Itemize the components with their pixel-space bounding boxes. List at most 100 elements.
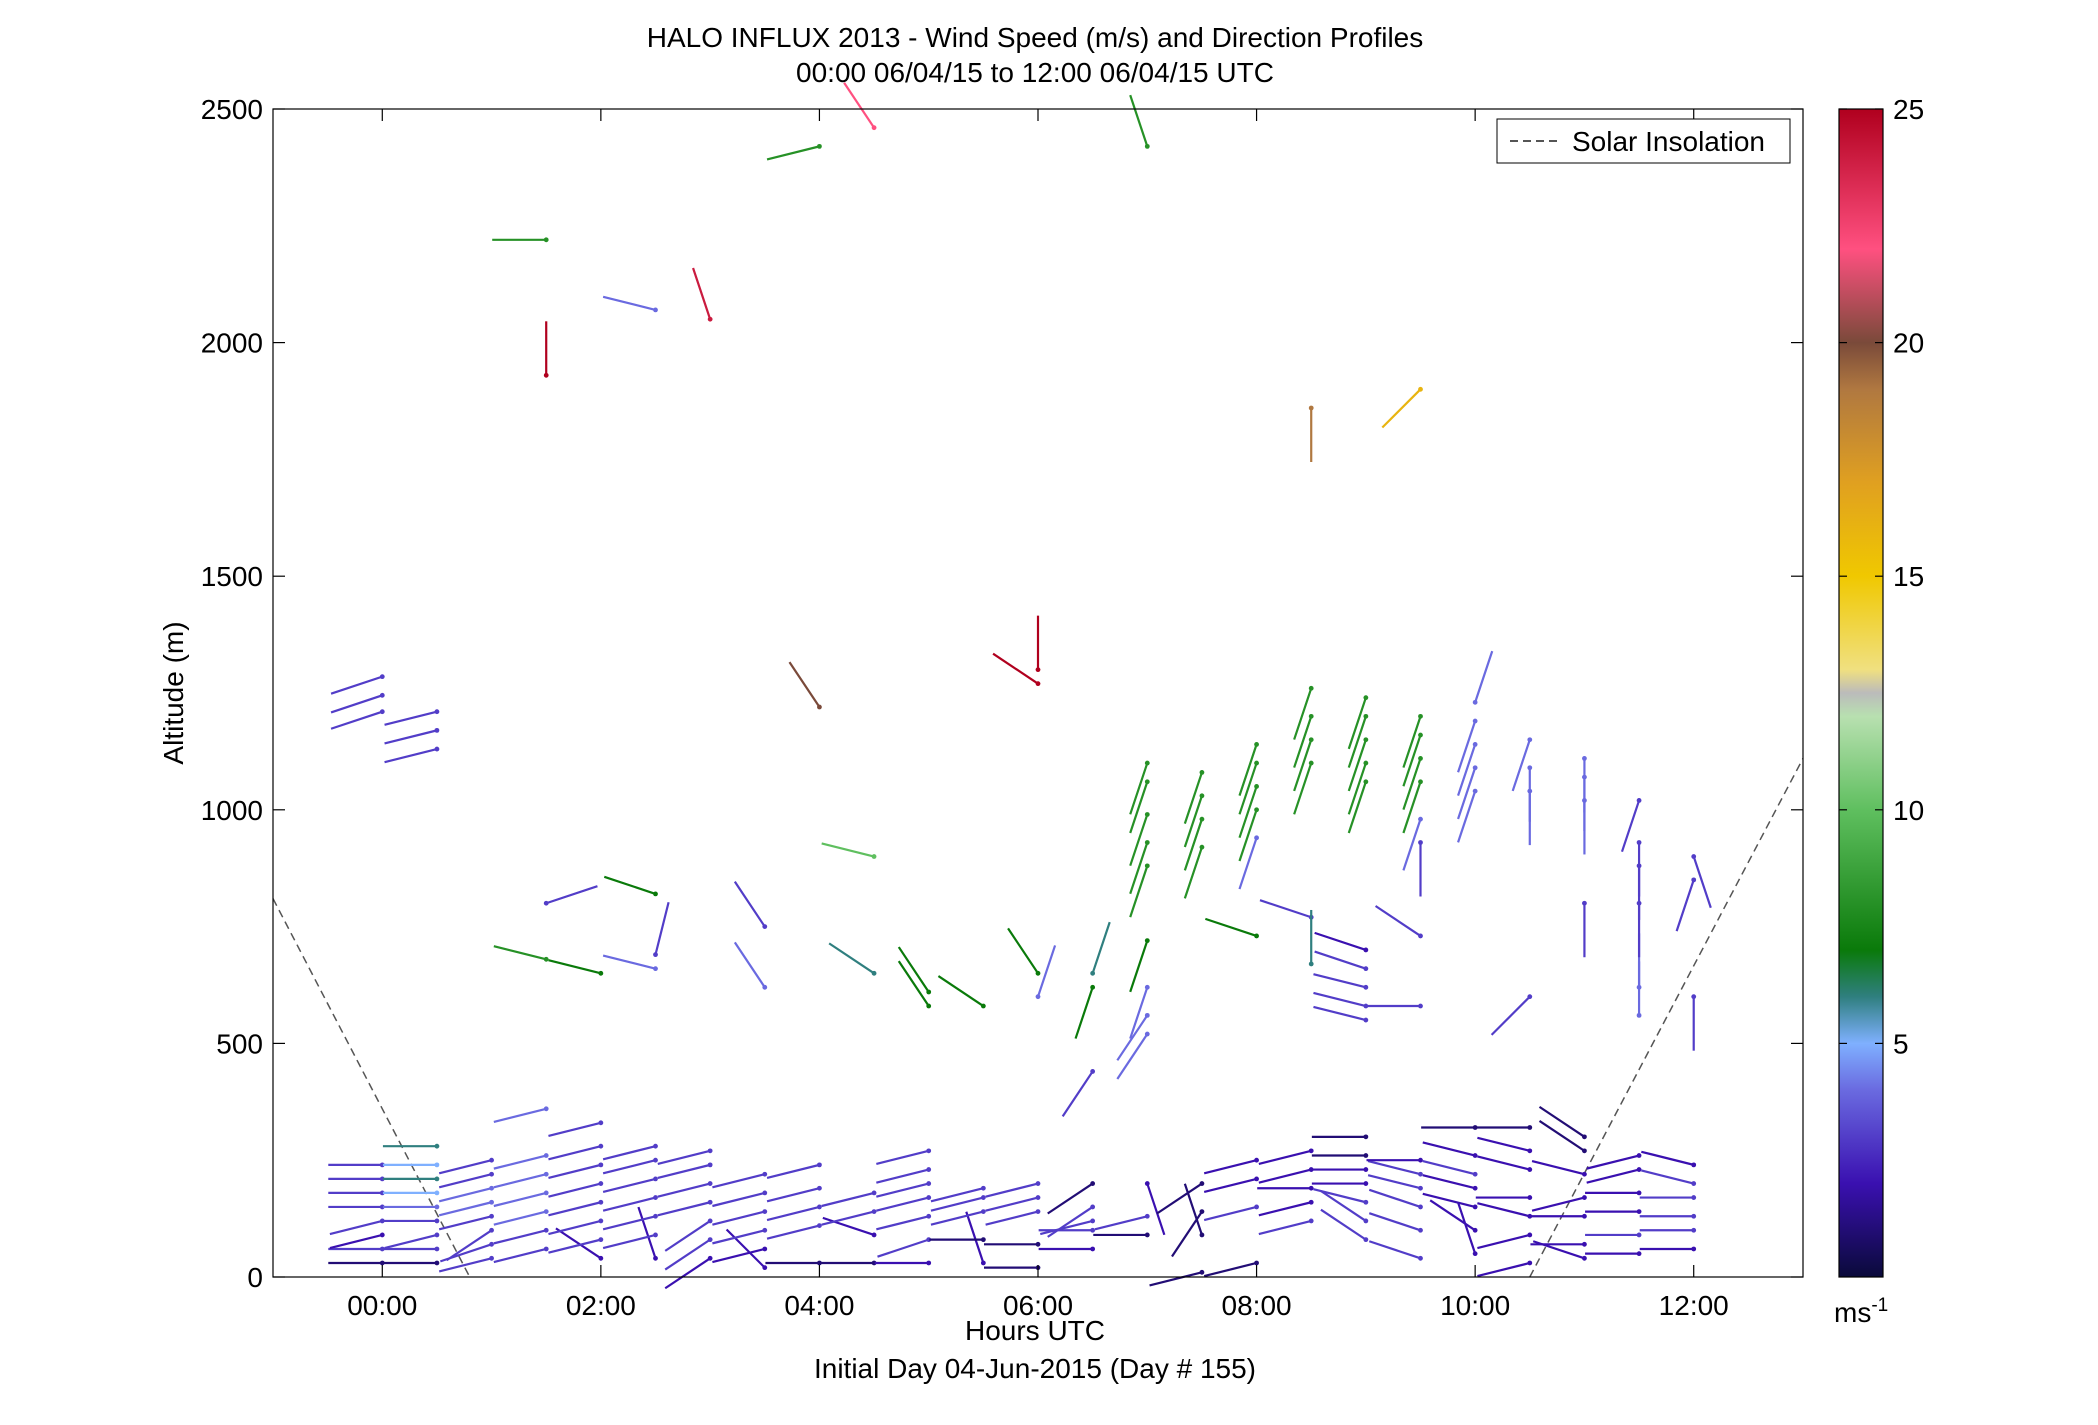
wind-vector <box>1477 1233 1531 1250</box>
solar-insolation-layer <box>272 758 1804 1278</box>
wind-vector-head <box>598 1237 604 1243</box>
wind-vector <box>930 1196 984 1212</box>
wind-vector <box>1238 837 1258 890</box>
wind-vector <box>493 945 547 961</box>
wind-vector-head <box>1636 798 1642 803</box>
wind-vector-head <box>598 1181 604 1186</box>
wind-vector-head <box>707 1162 713 1168</box>
wind-vector-head <box>1090 1218 1096 1224</box>
wind-vector <box>1183 818 1203 871</box>
wind-vector-head <box>434 1190 440 1196</box>
wind-vector-head <box>1636 1232 1642 1238</box>
wind-vector <box>876 1149 929 1166</box>
wind-vector <box>937 975 984 1007</box>
wind-vector-head <box>379 1204 385 1210</box>
wind-vector <box>493 1191 547 1208</box>
wind-vector-head <box>1363 695 1369 701</box>
wind-vector <box>1511 739 1531 792</box>
wind-vector <box>1457 790 1477 843</box>
wind-vector <box>548 1238 602 1254</box>
wind-vector <box>1036 945 1057 998</box>
wind-vector <box>1368 1212 1421 1232</box>
wind-vector <box>1313 973 1367 989</box>
wind-vector <box>1293 739 1313 792</box>
wind-vector-head <box>543 237 549 243</box>
wind-vector <box>493 1173 547 1189</box>
wind-vector-head <box>489 1227 494 1233</box>
wind-vector <box>712 1229 766 1245</box>
colorbar-ticks: 5 10 15 20 25 <box>1839 94 1924 1059</box>
wind-vector-head <box>1199 1232 1205 1238</box>
wind-vector-head <box>1582 1241 1587 1247</box>
wind-vector-head <box>1363 947 1369 953</box>
y-tick-label: 500 <box>216 1028 263 1059</box>
wind-vector <box>1675 879 1695 932</box>
wind-vector <box>1381 388 1422 429</box>
wind-vector <box>1258 1168 1312 1184</box>
wind-vector-head <box>653 891 658 897</box>
vector-layer <box>328 82 1712 1290</box>
wind-vector <box>602 1215 656 1231</box>
wind-vector <box>1402 758 1422 810</box>
wind-vector-head <box>1035 1181 1041 1186</box>
colorbar-fill <box>1838 108 1884 1278</box>
wind-vector <box>384 747 438 764</box>
wind-vector-head <box>489 1157 494 1163</box>
wind-vector <box>1129 814 1149 867</box>
wind-vector <box>438 1187 492 1203</box>
wind-vector-head <box>1472 1185 1478 1191</box>
wind-vector <box>493 1247 547 1264</box>
wind-vector <box>1347 762 1367 815</box>
wind-vector-head <box>980 1260 986 1266</box>
wind-vector-head <box>1199 816 1205 822</box>
wind-vector <box>1320 1190 1367 1222</box>
wind-vector-head <box>1090 970 1096 976</box>
wind-vector-head <box>817 143 822 149</box>
wind-vector <box>733 941 766 988</box>
wind-vector-head <box>653 307 658 313</box>
wind-vector-head <box>543 956 549 962</box>
wind-vector <box>766 145 820 161</box>
wind-vector <box>548 1201 602 1217</box>
wind-vector <box>1203 1261 1257 1278</box>
wind-vector-head <box>1527 1195 1533 1200</box>
wind-vector-head <box>817 1260 822 1266</box>
wind-vector <box>1368 1188 1421 1208</box>
wind-vector <box>766 1205 820 1222</box>
wind-vector <box>1129 842 1149 895</box>
wind-vector-head <box>1308 760 1314 766</box>
wind-vector-head <box>707 1237 713 1243</box>
wind-vector-head <box>1527 1167 1533 1172</box>
wind-vector <box>897 946 930 993</box>
wind-vector <box>329 1219 383 1236</box>
wind-vector-head <box>1363 1017 1369 1023</box>
wind-vector-head <box>1691 994 1697 1000</box>
wind-vector <box>1293 687 1313 740</box>
wind-vector <box>384 729 438 745</box>
wind-vector-head <box>1472 1171 1478 1177</box>
wind-vector-head <box>707 1218 713 1224</box>
wind-vector <box>548 1121 602 1137</box>
wind-vector-head <box>1254 1260 1259 1266</box>
legend-box <box>1496 118 1791 164</box>
colorbar-tick-label: 15 <box>1893 561 1924 592</box>
wind-vector-head <box>1636 840 1642 845</box>
wind-vector-head <box>1144 779 1150 785</box>
wind-vector-head <box>1691 854 1697 859</box>
wind-vector <box>1116 1033 1149 1080</box>
wind-vector <box>930 1210 984 1226</box>
wind-vector-head <box>1582 1148 1587 1154</box>
wind-vector <box>548 1145 602 1161</box>
wind-vector-head <box>1144 938 1150 944</box>
wind-vector <box>1422 1192 1476 1208</box>
wind-vector-head <box>1636 1190 1642 1196</box>
wind-vector-head <box>1035 970 1041 976</box>
wind-vector-head <box>926 1213 932 1219</box>
wind-vector-head <box>762 924 768 929</box>
wind-vector-head <box>1363 779 1369 785</box>
wind-vector-head <box>1144 1213 1150 1219</box>
wind-vector-head <box>871 1232 877 1238</box>
wind-vector <box>330 675 383 695</box>
wind-vector-head <box>1527 994 1533 1000</box>
wind-vector-head <box>489 1255 494 1261</box>
